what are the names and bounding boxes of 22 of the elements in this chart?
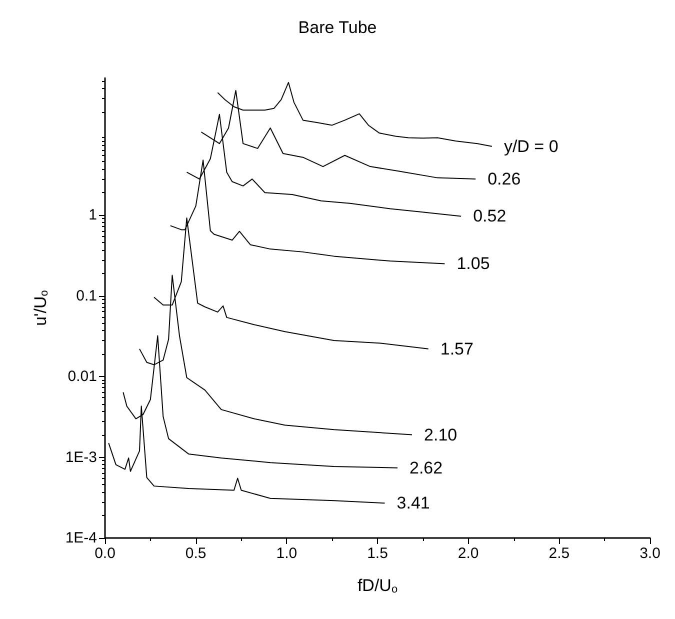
x-tick-label: 0.0 bbox=[94, 545, 116, 562]
x-tick-label: 1.5 bbox=[367, 545, 388, 562]
series-label: 0.26 bbox=[488, 170, 521, 189]
series-label: 3.41 bbox=[396, 494, 430, 513]
series-label: 1.57 bbox=[440, 339, 474, 358]
chart-title: Bare Tube bbox=[298, 18, 377, 37]
series-label: 0.52 bbox=[473, 206, 506, 226]
x-tick-label: 2.5 bbox=[548, 545, 570, 562]
y-tick-label: 0.1 bbox=[76, 287, 97, 304]
series-label: 2.62 bbox=[409, 458, 443, 478]
x-tick-label: 3.0 bbox=[640, 545, 660, 562]
x-tick-label: 2.0 bbox=[458, 545, 479, 562]
series-label: y/D = 0 bbox=[504, 136, 558, 156]
y-tick-label: 1E-4 bbox=[65, 530, 97, 546]
series-label: 1.05 bbox=[456, 254, 490, 274]
y-axis-title: u'/Uo bbox=[31, 290, 50, 326]
series-label: 2.10 bbox=[424, 425, 458, 444]
x-tick-label: 1.0 bbox=[276, 545, 298, 562]
y-tick-label: 0.01 bbox=[68, 368, 97, 386]
y-tick-label: 1 bbox=[88, 206, 97, 224]
y-tick-label: 1E-3 bbox=[65, 448, 97, 466]
x-tick-label: 0.5 bbox=[185, 545, 206, 562]
